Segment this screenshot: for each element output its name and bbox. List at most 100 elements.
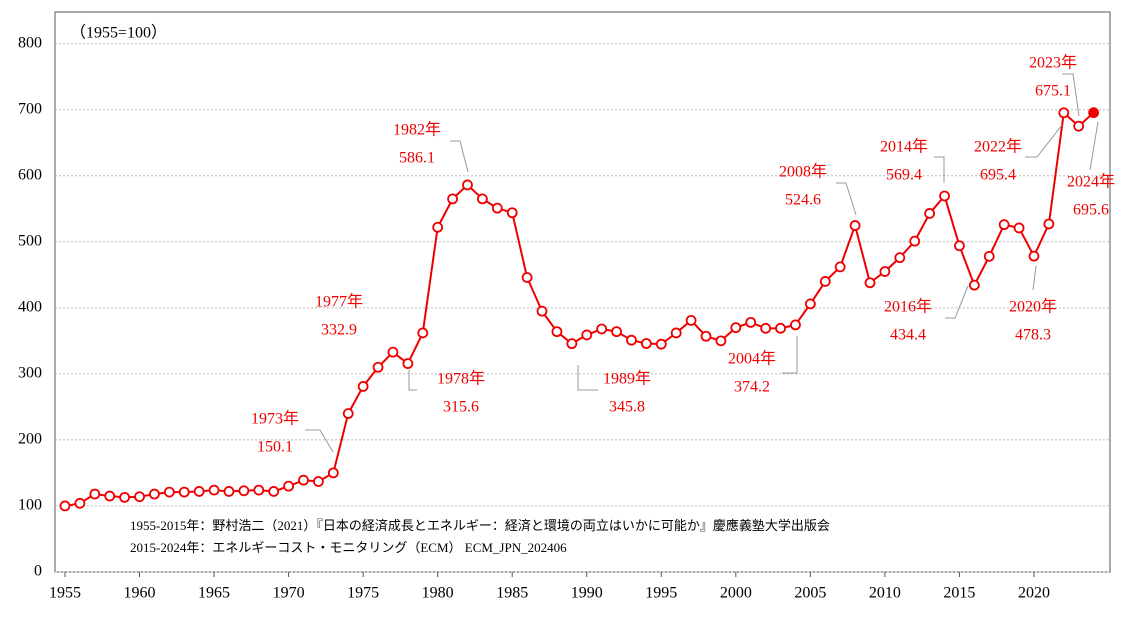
annotation-label: 1973年 xyxy=(251,410,299,428)
x-tick-label: 2015 xyxy=(943,585,975,602)
leader-line xyxy=(1062,73,1080,117)
data-point xyxy=(879,266,891,277)
data-point xyxy=(476,193,488,205)
y-tick-label: 600 xyxy=(18,166,42,183)
annotation-value: 569.4 xyxy=(886,167,922,184)
x-tick-label: 1965 xyxy=(198,585,230,602)
data-point xyxy=(372,361,384,373)
y-tick-label: 400 xyxy=(18,299,42,316)
annotation-label: 2014年 xyxy=(880,138,928,156)
leader-line xyxy=(945,285,969,319)
data-point xyxy=(134,491,145,503)
annotation-value: 332.9 xyxy=(321,322,357,339)
data-point xyxy=(1043,218,1055,230)
data-point xyxy=(74,497,86,509)
data-line xyxy=(64,110,1095,507)
data-point xyxy=(968,279,980,291)
annotation-value: 695.4 xyxy=(980,167,1016,184)
x-tick-label: 2010 xyxy=(869,585,901,602)
y-tick-label: 300 xyxy=(18,365,42,382)
y-tick-label: 500 xyxy=(18,232,42,249)
data-point xyxy=(402,358,414,369)
data-point xyxy=(745,316,757,328)
data-point xyxy=(104,490,116,502)
data-point xyxy=(775,322,786,334)
annotation-label: 2023年 xyxy=(1029,54,1077,72)
data-point xyxy=(417,327,429,339)
data-point xyxy=(462,179,473,191)
y-tick-label: 100 xyxy=(18,497,42,514)
data-point xyxy=(313,476,324,487)
x-tick-label: 1995 xyxy=(645,585,677,602)
data-point xyxy=(611,326,622,338)
annotation-value: 478.3 xyxy=(1015,327,1051,344)
x-tick-label: 2000 xyxy=(720,585,752,602)
source-note: 2015-2024年：エネルギーコスト・モニタリング（ECM） ECM_JPN_… xyxy=(130,540,567,555)
x-tick-label: 1955 xyxy=(49,585,81,602)
annotation-value: 345.8 xyxy=(609,399,645,416)
leader-line xyxy=(1032,265,1037,291)
x-tick-label: 1960 xyxy=(124,585,156,602)
data-point xyxy=(149,488,160,500)
data-point xyxy=(909,235,921,247)
data-point xyxy=(432,221,444,233)
data-point xyxy=(119,491,131,503)
data-point xyxy=(178,486,190,498)
data-point xyxy=(626,334,637,346)
data-point xyxy=(447,193,458,205)
data-point xyxy=(506,207,518,219)
data-point xyxy=(834,261,846,273)
leader-line xyxy=(408,370,417,391)
data-point xyxy=(804,298,816,310)
annotation-value: 374.2 xyxy=(734,379,770,396)
data-point xyxy=(924,208,936,219)
data-point xyxy=(1073,120,1085,132)
leader-line xyxy=(836,182,857,216)
leader-line xyxy=(782,336,798,374)
annotation-label: 2024年 xyxy=(1067,173,1115,191)
data-point xyxy=(790,319,801,331)
data-point xyxy=(849,220,861,231)
data-point xyxy=(998,219,1010,231)
data-point xyxy=(1088,107,1100,119)
data-point xyxy=(864,277,876,289)
annotation-label: 1982年 xyxy=(393,121,441,139)
data-point xyxy=(223,486,235,497)
leader-line xyxy=(1089,121,1099,171)
data-point xyxy=(685,314,697,326)
data-point xyxy=(551,326,563,338)
data-point xyxy=(163,486,175,498)
data-point xyxy=(357,381,369,392)
x-tick-label: 1980 xyxy=(422,585,454,602)
annotation-value: 315.6 xyxy=(443,399,479,416)
annotation-value: 150.1 xyxy=(257,439,293,456)
annotation-label: 1989年 xyxy=(603,370,651,388)
annotation-label: 2022年 xyxy=(974,138,1022,156)
annotation-label: 1977年 xyxy=(315,293,363,311)
data-point xyxy=(327,467,339,479)
data-point xyxy=(208,484,220,496)
data-point xyxy=(954,240,965,252)
annotation-value: 586.1 xyxy=(399,150,435,167)
leader-line xyxy=(577,365,598,391)
data-point xyxy=(1013,222,1025,234)
data-point xyxy=(655,338,667,350)
data-point xyxy=(640,338,652,349)
leader-line xyxy=(450,140,469,173)
y-tick-label: 200 xyxy=(18,431,42,448)
data-point xyxy=(760,322,772,334)
data-point xyxy=(89,488,101,500)
y-tick-label: 0 xyxy=(34,563,42,580)
data-point xyxy=(387,346,399,358)
data-point xyxy=(819,276,831,287)
annotation-value: 695.6 xyxy=(1073,202,1109,219)
plot-frame xyxy=(54,11,1111,573)
x-tick-label: 2020 xyxy=(1018,585,1050,602)
x-tick-label: 1985 xyxy=(496,585,528,602)
data-point xyxy=(983,250,995,262)
x-tick-label: 1970 xyxy=(273,585,305,602)
leader-line xyxy=(934,156,945,183)
leader-line xyxy=(305,429,334,453)
chart-subtitle: （1955=100） xyxy=(70,24,167,42)
